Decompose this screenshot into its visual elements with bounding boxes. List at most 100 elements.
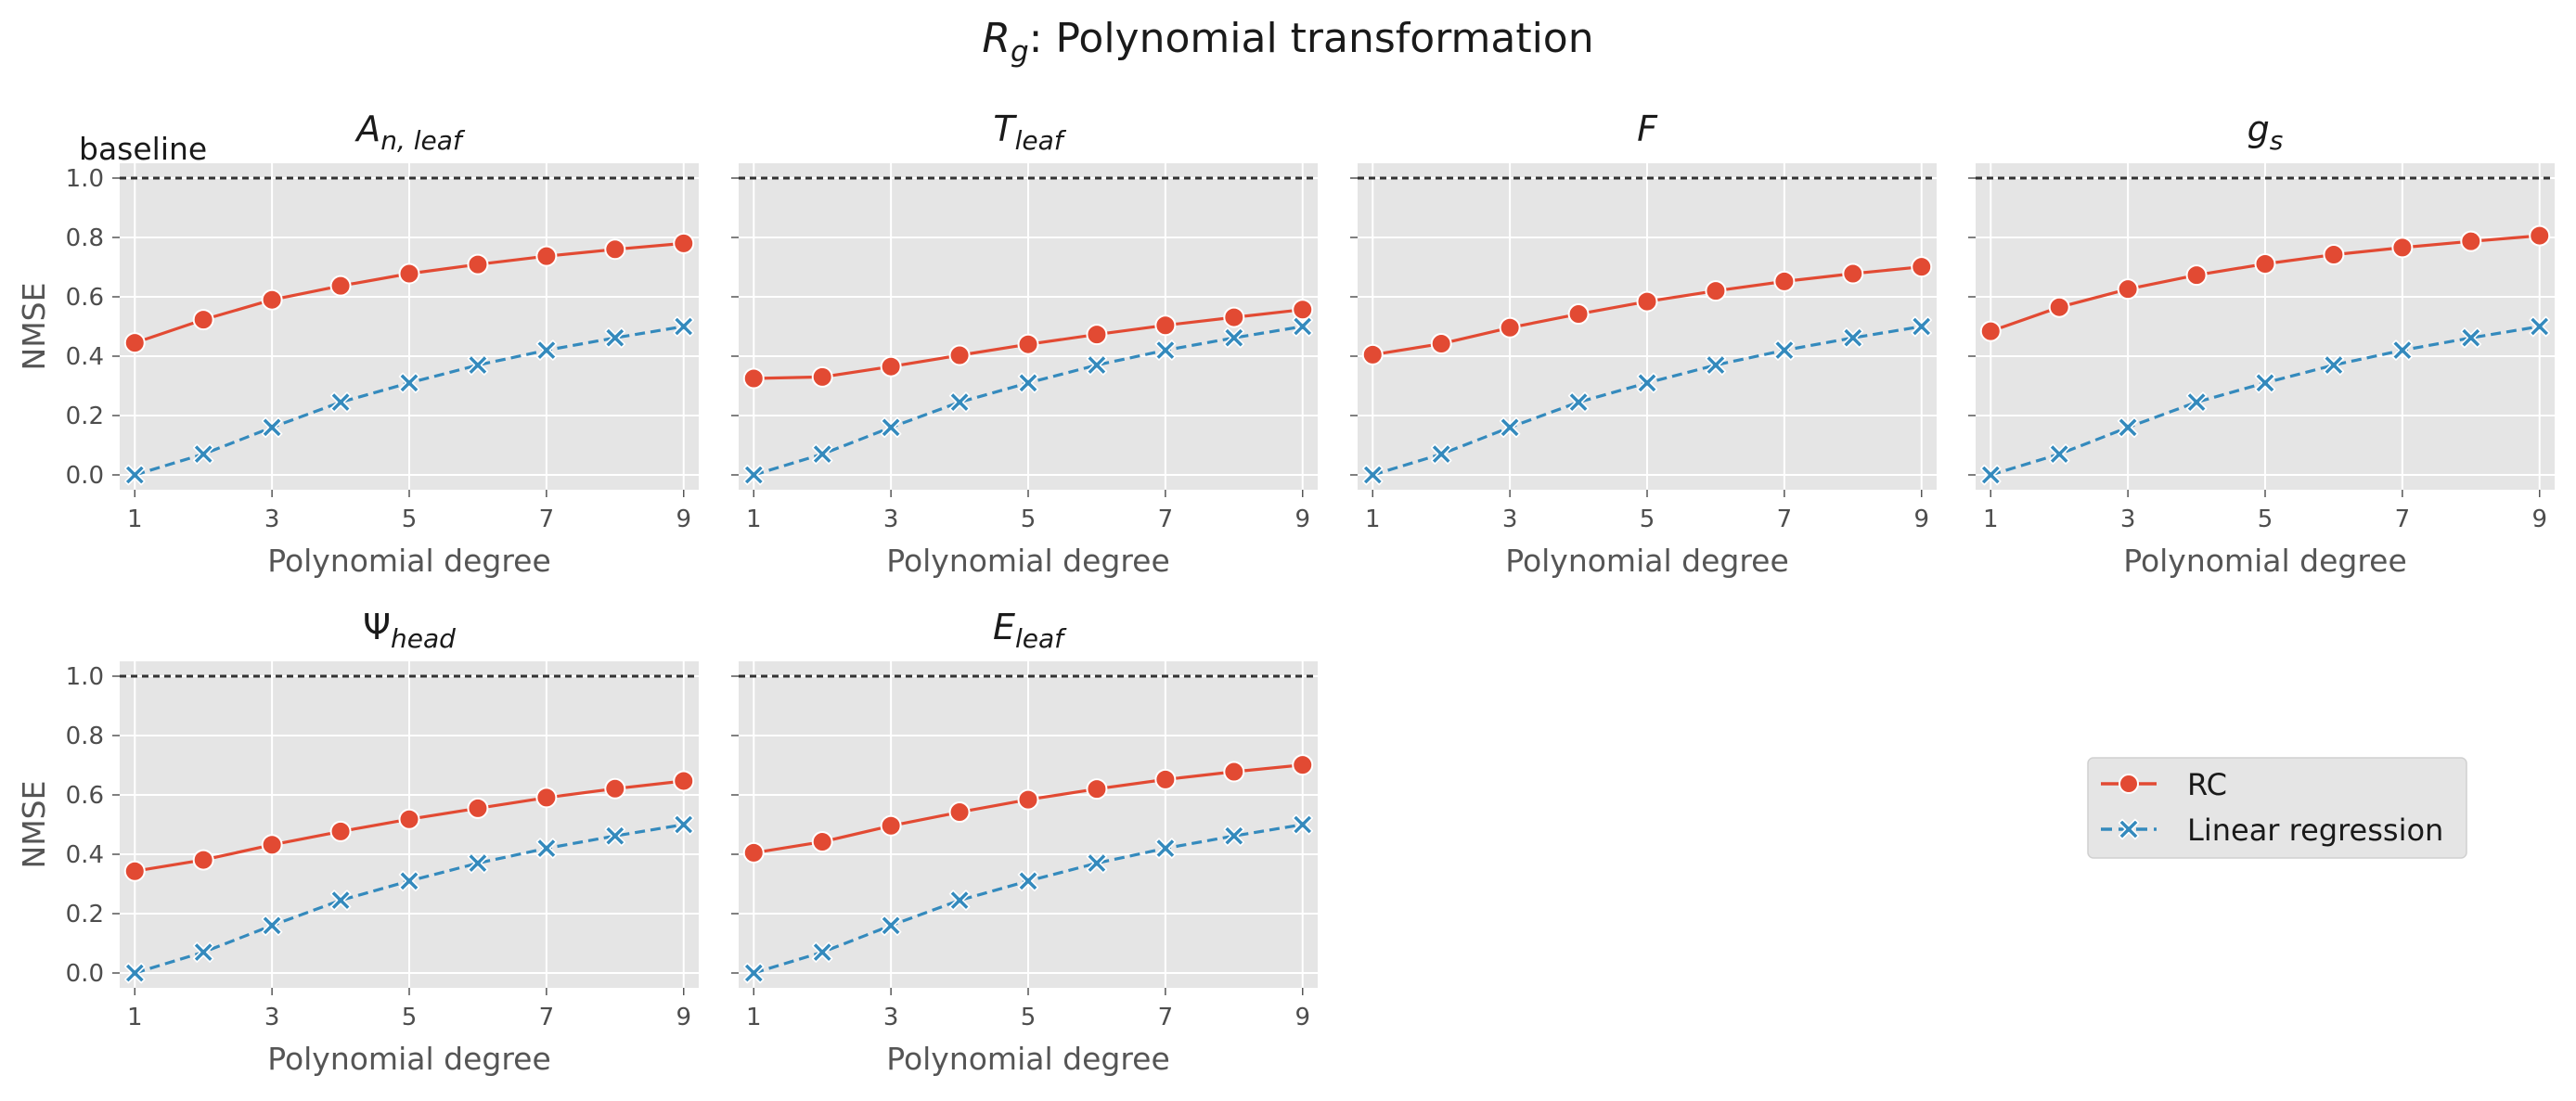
x-axis-label: Polynomial degree: [886, 543, 1170, 579]
panels: 1 3 5 7 9 0.0 0.2 0.4 0.6 0.8 1.0 An, leaf Polynomia…: [16, 109, 2555, 1077]
panel-title-main: g: [2248, 109, 2270, 149]
x-tick-label: 1: [746, 1004, 762, 1031]
x-tick-label: 7: [539, 1004, 555, 1031]
figure-title-sub: g: [1011, 35, 1029, 69]
panel-title-main: F: [1637, 109, 1658, 149]
rc-point: [673, 770, 695, 792]
rc-point: [1017, 333, 1039, 355]
rc-point: [604, 238, 626, 261]
panel-1: 1 3 5 7 9 0.0 0.2 0.4 0.6 0.8 1.0 An, leaf Polynomia…: [16, 109, 699, 579]
y-tick-label: 0.0: [66, 960, 104, 988]
panel-title-main: Ψ: [363, 607, 391, 647]
y-tick-label: 0.4: [66, 841, 104, 869]
panel-4: 1 3 5 7 9 gs Polynomial degree: [1968, 109, 2555, 579]
x-tick-label: 7: [1777, 506, 1793, 533]
x-tick-label: 1: [1365, 506, 1381, 533]
rc-point: [1430, 333, 1452, 355]
rc-point: [398, 808, 420, 830]
y-axis-label: NMSE: [16, 283, 52, 371]
x-tick-label: 9: [1294, 1004, 1310, 1031]
linear-regression-point: [1292, 813, 1313, 836]
x-tick-label: 7: [1158, 506, 1174, 533]
y-axis-label: NMSE: [16, 781, 52, 869]
x-axis-label: Polynomial degree: [2123, 543, 2407, 579]
linear-regression-point: [673, 813, 694, 836]
linear-regression-point: [948, 391, 971, 413]
panel-5: 1 3 5 7 9 0.0 0.2 0.4 0.6 0.8 1.0 Ψhead Polynomial d…: [16, 607, 699, 1077]
panel-3: 1 3 5 7 9 F Polynomial degree: [1350, 109, 1937, 579]
panel-title: F: [1637, 109, 1658, 149]
panel-title-main: E: [993, 607, 1015, 647]
panel-title-sub: leaf: [1015, 125, 1067, 156]
rc-point: [535, 245, 558, 267]
linear-regression-point: [1430, 443, 1452, 465]
rc-point: [398, 262, 420, 285]
x-tick-label: 9: [2531, 506, 2547, 533]
y-tick-label: 1.0: [66, 663, 104, 691]
rc-point: [742, 841, 765, 864]
x-tick-label: 5: [1640, 506, 1655, 533]
linear-regression-point: [398, 870, 420, 892]
rc-point: [1223, 761, 1245, 783]
linear-regression-point: [2323, 354, 2345, 376]
panel-title-main: T: [993, 109, 1017, 149]
linear-regression-point: [1223, 326, 1245, 349]
linear-regression-point: [604, 326, 626, 349]
linear-regression-point: [673, 315, 694, 338]
rc-point: [880, 355, 902, 378]
panel-title-sub: head: [391, 623, 456, 654]
y-tick-label: 0.4: [66, 343, 104, 371]
linear-regression-point: [467, 354, 489, 376]
x-tick-label: 9: [676, 1004, 691, 1031]
legend-rc-label: RC: [2187, 767, 2227, 802]
linear-regression-point: [535, 339, 558, 361]
rc-point: [192, 309, 214, 331]
x-axis-label: Polynomial degree: [267, 543, 551, 579]
rc-point: [673, 232, 695, 254]
rc-point: [2048, 296, 2070, 318]
figure-title-rest: : Polynomial transformation: [1029, 15, 1594, 62]
y-tick-label: 0.0: [66, 462, 104, 490]
linear-regression-point: [535, 838, 558, 859]
rc-point: [329, 275, 352, 297]
linear-regression-point: [124, 464, 146, 486]
linear-regression-point: [124, 962, 146, 984]
rc-point: [1154, 314, 1177, 337]
x-axis-label: Polynomial degree: [1505, 543, 1789, 579]
rc-point: [261, 288, 283, 311]
panel-title-main: A: [354, 109, 380, 149]
panel-title: An, leaf: [354, 109, 466, 156]
rc-point: [192, 849, 214, 871]
rc-point: [948, 344, 971, 366]
linear-regression-point: [2391, 339, 2414, 361]
rc-point: [1842, 262, 1864, 285]
rc-point: [1705, 280, 1727, 302]
linear-regression-point: [2185, 391, 2208, 413]
linear-regression-point: [880, 416, 902, 439]
rc-point: [123, 860, 146, 882]
rc-point: [1361, 343, 1384, 365]
panel-title-sub: s: [2270, 125, 2284, 156]
rc-point: [1086, 778, 1108, 800]
linear-regression-point: [1154, 339, 1177, 361]
y-tick-label: 0.8: [66, 723, 104, 750]
x-axis-label: Polynomial degree: [267, 1041, 551, 1077]
linear-regression-point: [811, 941, 833, 963]
linear-regression-point: [1086, 354, 1108, 376]
x-tick-label: 9: [1294, 506, 1310, 533]
x-tick-label: 3: [883, 506, 899, 533]
rc-point: [1154, 768, 1177, 790]
y-tick-label: 0.6: [66, 782, 104, 810]
figure-title: Rg: Polynomial transformation: [982, 15, 1593, 69]
x-tick-label: 5: [1021, 1004, 1037, 1031]
rc-point: [811, 365, 833, 388]
legend: RC Linear regression: [2087, 757, 2467, 859]
linear-regression-point: [743, 464, 765, 486]
linear-regression-point: [948, 890, 971, 911]
y-tick-label: 0.2: [66, 403, 104, 430]
x-tick-label: 7: [539, 506, 555, 533]
rc-point: [604, 777, 626, 800]
figure-title-main: R: [982, 15, 1011, 62]
